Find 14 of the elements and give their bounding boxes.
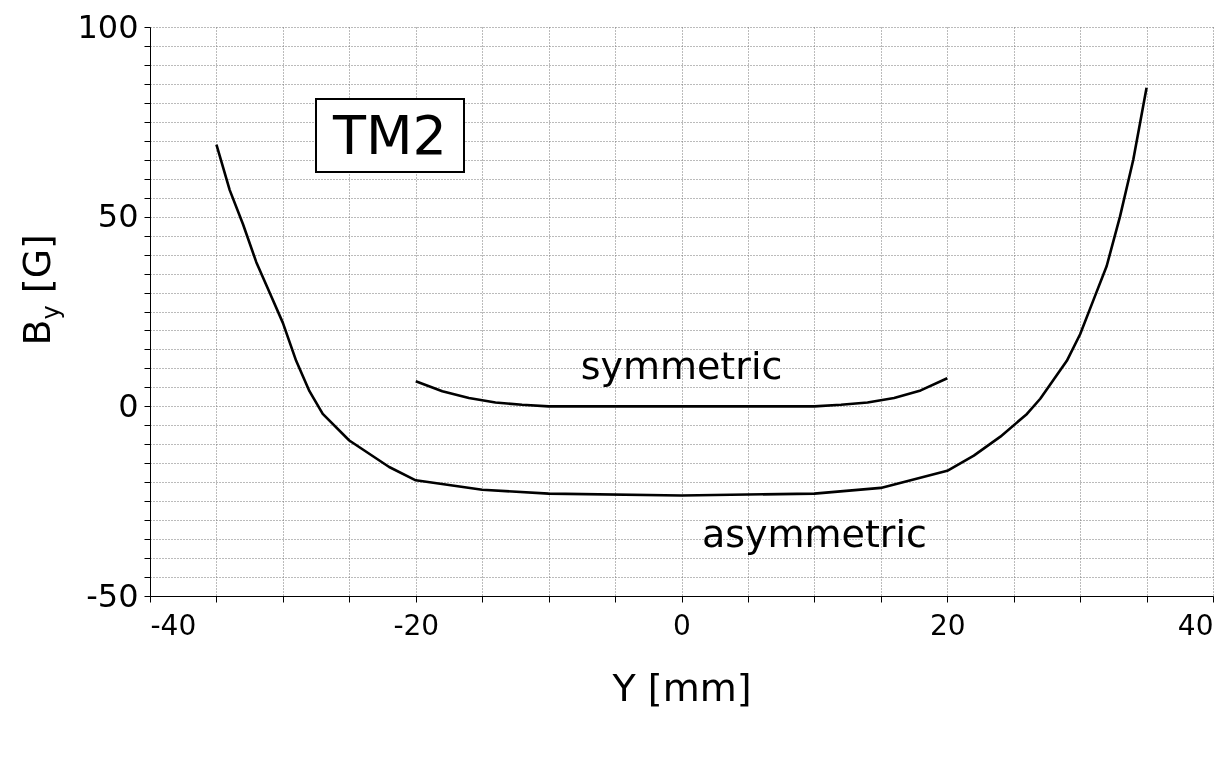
y-tick-label: -50 [86, 576, 139, 615]
annotation: TM2 [315, 98, 465, 173]
series-label: symmetric [580, 344, 783, 389]
x-tick-label: -20 [393, 608, 440, 642]
y-tick-label: 0 [118, 386, 139, 425]
x-tick-label: 0 [673, 608, 691, 642]
series-label: asymmetric [701, 511, 927, 556]
x-tick-label: 40 [1177, 608, 1214, 642]
line-series [215, 86, 1148, 497]
y-tick-label: 50 [97, 197, 139, 236]
x-tick-label: 20 [929, 608, 966, 642]
x-tick-label: -40 [150, 608, 197, 642]
x-axis-title: Y [mm] [611, 665, 752, 710]
y-tick-label: 100 [77, 7, 139, 46]
